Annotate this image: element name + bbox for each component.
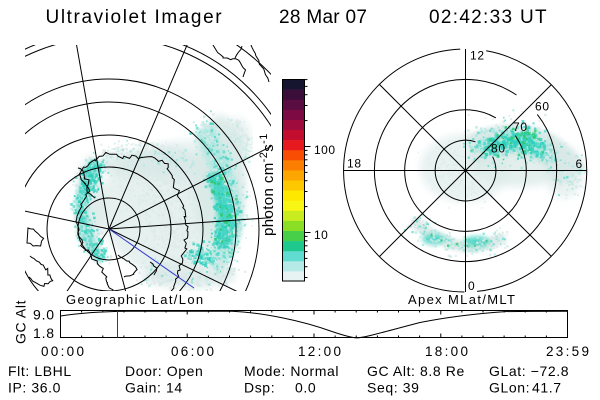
svg-text:Ultraviolet Imager: Ultraviolet Imager <box>46 7 224 28</box>
svg-text:photon cm-2s-1: photon cm-2s-1 <box>258 133 277 236</box>
svg-text:10: 10 <box>314 228 328 242</box>
svg-text:100: 100 <box>314 143 336 157</box>
svg-text:28 Mar 07: 28 Mar 07 <box>279 7 367 28</box>
svg-text:02:42:33 UT: 02:42:33 UT <box>429 7 548 28</box>
